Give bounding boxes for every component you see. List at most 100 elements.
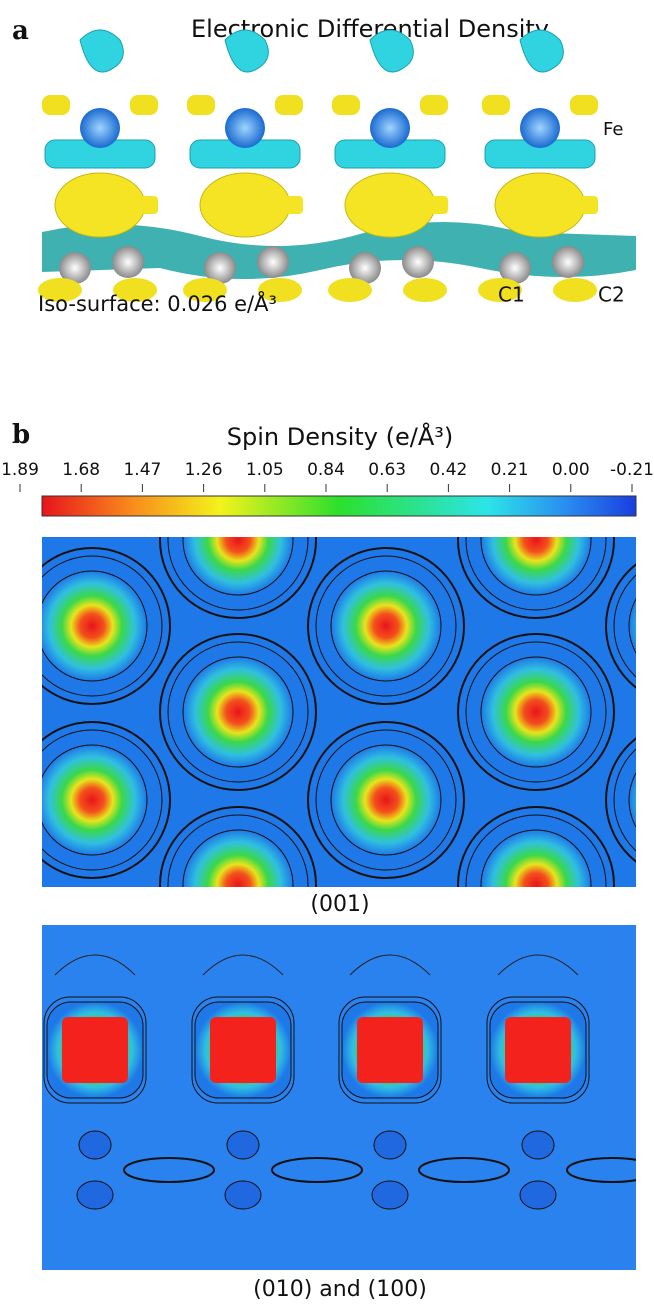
contour — [42, 547, 171, 705]
contour-map-001 — [42, 537, 636, 887]
contour — [307, 721, 465, 879]
colorbar-tick-label: 1.68 — [62, 460, 100, 480]
spot — [42, 570, 148, 682]
contour — [159, 633, 317, 791]
isosurface — [519, 29, 564, 73]
contour — [457, 633, 615, 791]
spot-core — [505, 1017, 571, 1083]
iso-surface-note: Iso-surface: 0.026 e/Å³ — [38, 290, 277, 316]
contour — [202, 954, 284, 976]
contour — [159, 537, 317, 619]
isosurface — [344, 172, 436, 238]
colorbar-tick-label: 1.05 — [246, 460, 284, 480]
contour — [566, 1157, 636, 1183]
contour — [338, 996, 442, 1104]
spot — [182, 537, 294, 596]
contour — [373, 1130, 407, 1160]
c-atom — [552, 246, 584, 278]
contour — [43, 996, 147, 1104]
spot — [330, 570, 442, 682]
contour — [349, 954, 431, 976]
colorbar-tick-label: -0.21 — [610, 460, 654, 480]
spot — [182, 656, 294, 768]
isosurface — [199, 172, 291, 238]
colorbar-tick-label: 0.00 — [552, 460, 590, 480]
c-atom — [499, 252, 531, 284]
isosurface — [38, 278, 82, 302]
contour — [123, 1157, 215, 1183]
colorbar-tick-label: 1.89 — [1, 460, 39, 480]
isosurface — [482, 95, 510, 115]
isosurface — [224, 29, 269, 73]
c-atom — [112, 246, 144, 278]
spot-core — [210, 1017, 276, 1083]
isosurface — [553, 278, 597, 302]
contour — [497, 954, 579, 976]
contour — [457, 537, 615, 619]
isosurface — [140, 196, 158, 214]
spot — [480, 537, 592, 596]
colorbar-tick-label: 0.42 — [429, 460, 467, 480]
fe-atom — [370, 108, 410, 148]
contour — [613, 574, 636, 678]
isosurface — [183, 278, 227, 302]
isosurface — [42, 95, 70, 115]
caption: (001) — [310, 892, 369, 917]
contour — [167, 814, 309, 887]
spot — [628, 772, 636, 828]
density-render — [38, 29, 636, 302]
contour — [159, 806, 317, 887]
isosurface — [332, 95, 360, 115]
colorbar-tick-label: 0.63 — [368, 460, 406, 480]
colorbar-tick-label: 0.84 — [307, 460, 345, 480]
isosurface — [258, 278, 302, 302]
contour — [224, 1180, 262, 1210]
isosurface — [54, 172, 146, 238]
contour — [465, 537, 607, 611]
contour — [465, 641, 607, 783]
spot — [480, 656, 592, 768]
isosurface — [580, 196, 598, 214]
contour — [519, 1180, 557, 1210]
isosurface — [275, 95, 303, 115]
isosurface — [478, 278, 522, 302]
fe-atom — [520, 108, 560, 148]
isosurface — [113, 278, 157, 302]
isosurface — [494, 172, 586, 238]
contour — [605, 563, 636, 689]
contour — [418, 1157, 510, 1183]
isosurface — [570, 95, 598, 115]
colorbar-tick-label: 0.21 — [491, 460, 529, 480]
spot-core — [62, 1017, 128, 1083]
contour-map-010-100 — [42, 925, 636, 1270]
spot-core — [357, 1017, 423, 1083]
isosurface — [79, 29, 124, 73]
c-atom — [59, 252, 91, 284]
spot — [480, 829, 592, 887]
contour — [605, 737, 636, 863]
contour — [42, 729, 163, 871]
spot — [182, 829, 294, 887]
fe-atom — [80, 108, 120, 148]
c-atom — [349, 252, 381, 284]
atom-label: C2 — [598, 283, 625, 307]
contour — [315, 555, 457, 697]
contour — [315, 729, 457, 871]
contour — [78, 1130, 112, 1160]
colorbar — [41, 495, 637, 517]
contour — [486, 996, 590, 1104]
contour — [465, 814, 607, 887]
contour — [271, 1157, 363, 1183]
isosurface — [187, 95, 215, 115]
fe-atom — [225, 108, 265, 148]
contour — [167, 537, 309, 611]
contour — [191, 996, 295, 1104]
isosurface — [403, 278, 447, 302]
contour — [307, 547, 465, 705]
isosurface — [130, 95, 158, 115]
atom-label: Fe — [603, 119, 623, 140]
contour — [54, 954, 136, 976]
c-atom — [204, 252, 236, 284]
contour — [42, 555, 163, 697]
c-atom — [402, 246, 434, 278]
